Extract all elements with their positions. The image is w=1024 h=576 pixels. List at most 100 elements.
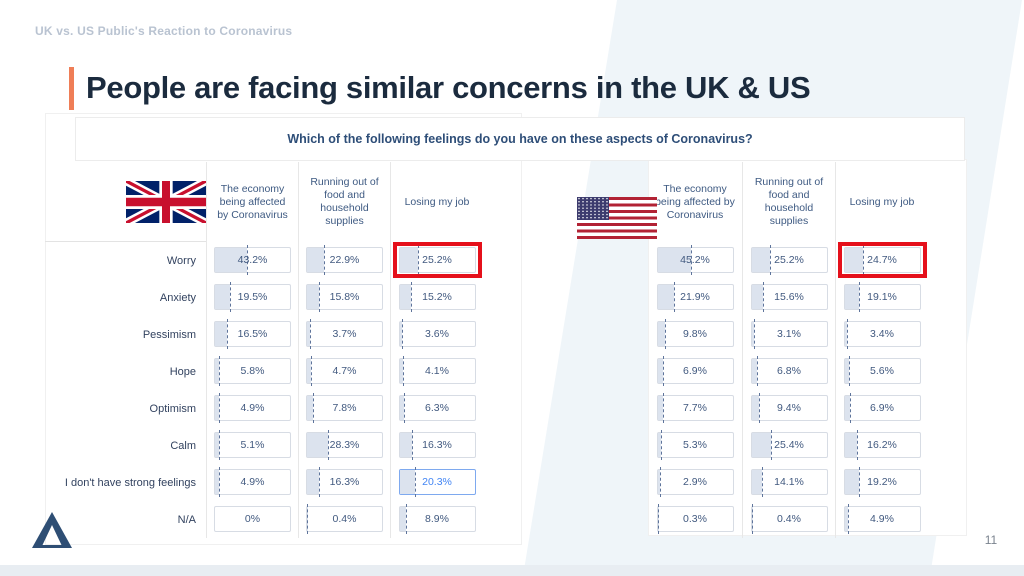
column-header: Losing my job	[390, 162, 483, 242]
data-cell[interactable]: 43.2%	[214, 245, 291, 275]
cell-value: 6.8%	[777, 365, 801, 377]
data-cell[interactable]: 3.7%	[306, 319, 383, 349]
cell-bar-marker	[751, 504, 753, 534]
data-cell[interactable]: 16.2%	[843, 430, 921, 460]
data-cell[interactable]: 15.8%	[306, 282, 383, 312]
cell-wrap: 3.6%	[390, 316, 483, 353]
data-cell[interactable]: 4.1%	[398, 356, 476, 386]
cell-value: 4.9%	[870, 513, 894, 525]
cell-bar-marker	[411, 430, 413, 460]
cell-wrap: 28.3%	[298, 427, 390, 464]
cell-value: 9.4%	[777, 402, 801, 414]
data-cell[interactable]: 7.7%	[656, 393, 734, 423]
us-feelings-table: The economy being affected by Coronaviru…	[648, 162, 928, 538]
data-cell[interactable]: 3.1%	[750, 319, 828, 349]
data-cell[interactable]: 28.3%	[306, 430, 383, 460]
data-cell[interactable]: 5.8%	[214, 356, 291, 386]
cell-bar-marker	[310, 356, 312, 386]
cell-bar-marker	[863, 245, 865, 275]
cell-bar-fill	[751, 396, 759, 420]
cell-value: 9.8%	[683, 328, 707, 340]
uk-flag-icon	[126, 180, 206, 223]
data-cell[interactable]: 0%	[214, 506, 291, 532]
cell-wrap: 4.9%	[835, 501, 928, 538]
cell-wrap: 16.5%	[206, 316, 298, 353]
data-cell[interactable]: 9.8%	[656, 319, 734, 349]
data-cell[interactable]: 0.4%	[750, 504, 828, 534]
data-cell[interactable]: 6.9%	[843, 393, 921, 423]
data-cell[interactable]: 6.8%	[750, 356, 828, 386]
data-cell[interactable]: 6.3%	[398, 393, 476, 423]
cell-bar-fill	[844, 248, 864, 272]
data-cell[interactable]: 21.9%	[656, 282, 734, 312]
data-cell[interactable]: 2.9%	[656, 467, 734, 497]
cell-wrap: 14.1%	[742, 464, 835, 501]
cell-bar-marker	[219, 356, 221, 386]
data-cell[interactable]: 5.6%	[843, 356, 921, 386]
data-cell[interactable]: 6.9%	[656, 356, 734, 386]
cell-wrap: 3.7%	[298, 316, 390, 353]
data-cell[interactable]: 9.4%	[750, 393, 828, 423]
cell-wrap: 9.8%	[648, 316, 742, 353]
data-cell[interactable]: 4.9%	[214, 393, 291, 423]
data-cell[interactable]: 16.3%	[306, 467, 383, 497]
data-cell[interactable]: 5.1%	[214, 430, 291, 460]
data-cell[interactable]: 4.7%	[306, 356, 383, 386]
data-cell[interactable]: 19.2%	[843, 467, 921, 497]
cell-wrap: 15.8%	[298, 279, 390, 316]
cell-bar-marker	[328, 430, 330, 460]
row-label: Calm	[170, 439, 196, 452]
cell-bar-fill	[844, 470, 859, 494]
data-cell[interactable]: 22.9%	[306, 245, 383, 275]
cell-value: 16.5%	[237, 328, 268, 340]
data-cell[interactable]: 24.7%	[837, 242, 927, 278]
data-cell[interactable]: 16.5%	[214, 319, 291, 349]
data-cell[interactable]: 3.6%	[398, 319, 476, 349]
cell-bar-fill	[215, 322, 228, 346]
data-cell[interactable]: 15.2%	[398, 282, 476, 312]
data-cell[interactable]: 25.2%	[392, 242, 482, 278]
data-cell[interactable]: 7.8%	[306, 393, 383, 423]
cell-wrap: 4.1%	[390, 353, 483, 390]
bottom-accent-strip	[0, 565, 1024, 576]
cell-value: 16.3%	[422, 439, 452, 451]
data-cell[interactable]: 8.9%	[398, 504, 476, 534]
data-cell[interactable]: 25.4%	[750, 430, 828, 460]
cell-bar-fill	[751, 285, 764, 309]
cell-bar-fill	[307, 470, 320, 494]
deck-subtitle: UK vs. US Public's Reaction to Coronavir…	[35, 24, 293, 38]
cell-bar-fill	[657, 396, 664, 420]
data-cell[interactable]: 15.6%	[750, 282, 828, 312]
data-cell[interactable]: 20.3%	[398, 467, 476, 497]
cell-value: 19.5%	[237, 291, 268, 303]
data-cell[interactable]: 14.1%	[750, 467, 828, 497]
cell-wrap: 22.9%	[298, 242, 390, 279]
data-cell[interactable]: 4.9%	[843, 504, 921, 534]
cell-bar-marker	[848, 356, 850, 386]
cell-bar-marker	[664, 319, 666, 349]
data-cell[interactable]: 4.9%	[214, 467, 291, 497]
cell-bar-fill	[307, 322, 310, 346]
data-cell[interactable]: 19.5%	[214, 282, 291, 312]
cell-value: 0.3%	[683, 513, 707, 525]
data-cell[interactable]: 0.3%	[656, 504, 734, 534]
data-cell[interactable]: 3.4%	[843, 319, 921, 349]
row-label: I don't have strong feelings	[64, 476, 196, 489]
data-cell[interactable]: 19.1%	[843, 282, 921, 312]
data-cell[interactable]: 0.4%	[306, 504, 383, 534]
cell-bar-marker	[247, 245, 249, 275]
cell-bar-marker	[309, 319, 311, 349]
cell-wrap: 4.7%	[298, 353, 390, 390]
data-cell[interactable]: 5.3%	[656, 430, 734, 460]
page-title: People are facing similar concerns in th…	[86, 70, 811, 105]
cell-bar-marker	[770, 245, 772, 275]
data-cell[interactable]: 25.2%	[750, 245, 828, 275]
cell-wrap: 4.9%	[206, 464, 298, 501]
data-cell[interactable]: 45.2%	[656, 245, 734, 275]
cell-wrap: 4.9%	[206, 390, 298, 427]
title-accent-bar	[69, 67, 74, 110]
data-cell[interactable]: 16.3%	[398, 430, 476, 460]
cell-bar-fill	[657, 248, 692, 272]
cell-value: 45.2%	[680, 254, 710, 266]
cell-bar-fill	[844, 285, 859, 309]
